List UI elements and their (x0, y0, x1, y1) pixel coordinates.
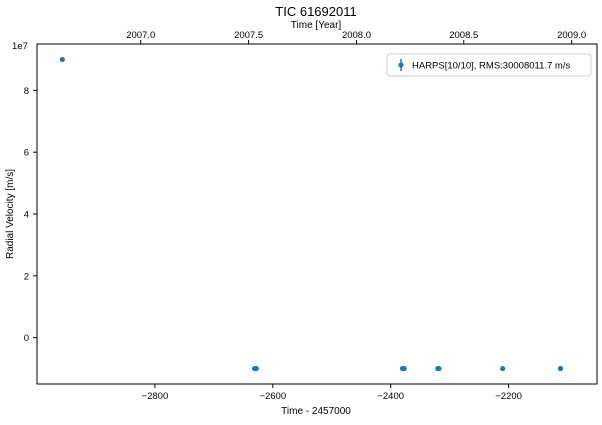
top-axis-ticks: 2007.0 2007.5 2008.0 2008.5 2009.0 (126, 30, 586, 44)
data-point (500, 365, 506, 372)
y-tick-label: 4 (24, 210, 29, 221)
top-tick-label: 2007.0 (126, 30, 155, 41)
data-point (253, 365, 259, 372)
x-tick-label: −2200 (495, 391, 522, 402)
legend-marker (398, 62, 404, 68)
x-axis-label: Time - 2457000 (281, 406, 351, 417)
data-point (401, 365, 407, 372)
chart-title: TIC 61692011 (275, 4, 356, 19)
legend-label: HARPS[10/10], RMS:30008011.7 m/s (412, 61, 570, 72)
x-tick-label: −2400 (377, 391, 404, 402)
y-tick-label: 6 (24, 148, 29, 159)
y-tick-label: 2 (24, 271, 29, 282)
y-tick-label: 0 (24, 333, 29, 344)
data-points (59, 56, 564, 372)
top-axis-label: Time [Year] (291, 20, 342, 31)
legend: HARPS[10/10], RMS:30008011.7 m/s (386, 53, 592, 77)
x-axis-ticks: −2800 −2600 −2400 −2200 (142, 384, 522, 402)
y-tick-label: 8 (24, 86, 29, 97)
y-axis-label: Radial Velocity [m/s] (5, 169, 16, 259)
data-point (557, 365, 564, 372)
y-offset-label: 1e7 (12, 41, 28, 52)
legend-box (386, 53, 592, 77)
top-tick-label: 2008.5 (449, 30, 478, 41)
x-tick-label: −2800 (142, 391, 169, 402)
y-axis-ticks: 0 2 4 6 8 (24, 86, 37, 344)
top-tick-label: 2007.5 (234, 30, 263, 41)
top-tick-label: 2008.0 (342, 30, 371, 41)
x-tick-label: −2600 (259, 391, 286, 402)
plot-frame (36, 43, 598, 385)
data-point (436, 365, 442, 372)
top-tick-label: 2009.0 (557, 30, 586, 41)
data-point (59, 56, 65, 63)
